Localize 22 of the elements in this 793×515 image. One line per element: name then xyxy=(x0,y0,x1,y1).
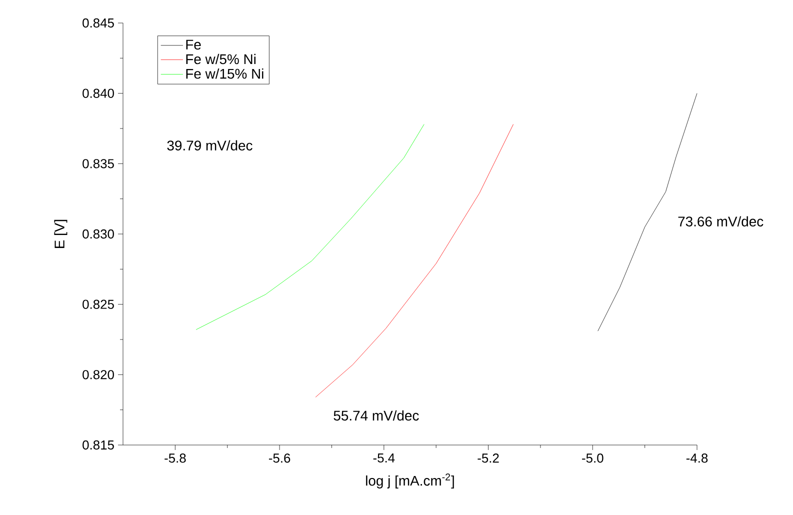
y-tick-label: 0.825 xyxy=(82,300,114,309)
x-tick-label: -5.0 xyxy=(582,454,604,463)
line-series xyxy=(315,124,514,398)
annotation: 55.74 mV/dec xyxy=(334,410,419,421)
y-tick-label: 0.840 xyxy=(82,88,114,98)
annotation: 39.79 mV/dec xyxy=(167,140,252,150)
x-tick-label: -5.6 xyxy=(268,454,290,463)
x-axis-title: log j [mA.cm$^{-2}$] xyxy=(366,474,454,488)
y-tick-label: 0.820 xyxy=(82,370,114,380)
legend-label: Fe w/15% Ni xyxy=(186,68,264,79)
legend-label: Fe w/5% Ni xyxy=(186,54,256,64)
y-tick-label: 0.835 xyxy=(82,159,114,168)
x-tick-label: -4.8 xyxy=(686,454,708,463)
y-axis-title: E [V] xyxy=(54,220,68,248)
annotation: 73.66 mV/dec xyxy=(678,216,764,226)
y-tick-label: 0.815 xyxy=(82,440,114,450)
x-tick-label: -5.8 xyxy=(164,454,186,463)
x-tick-label: -5.2 xyxy=(478,454,499,463)
y-tick-label: 0.845 xyxy=(82,18,114,28)
x-tick-label: -5.4 xyxy=(373,454,395,463)
y-tick-label: 0.830 xyxy=(82,229,114,239)
legend-label: Fe xyxy=(186,40,201,50)
